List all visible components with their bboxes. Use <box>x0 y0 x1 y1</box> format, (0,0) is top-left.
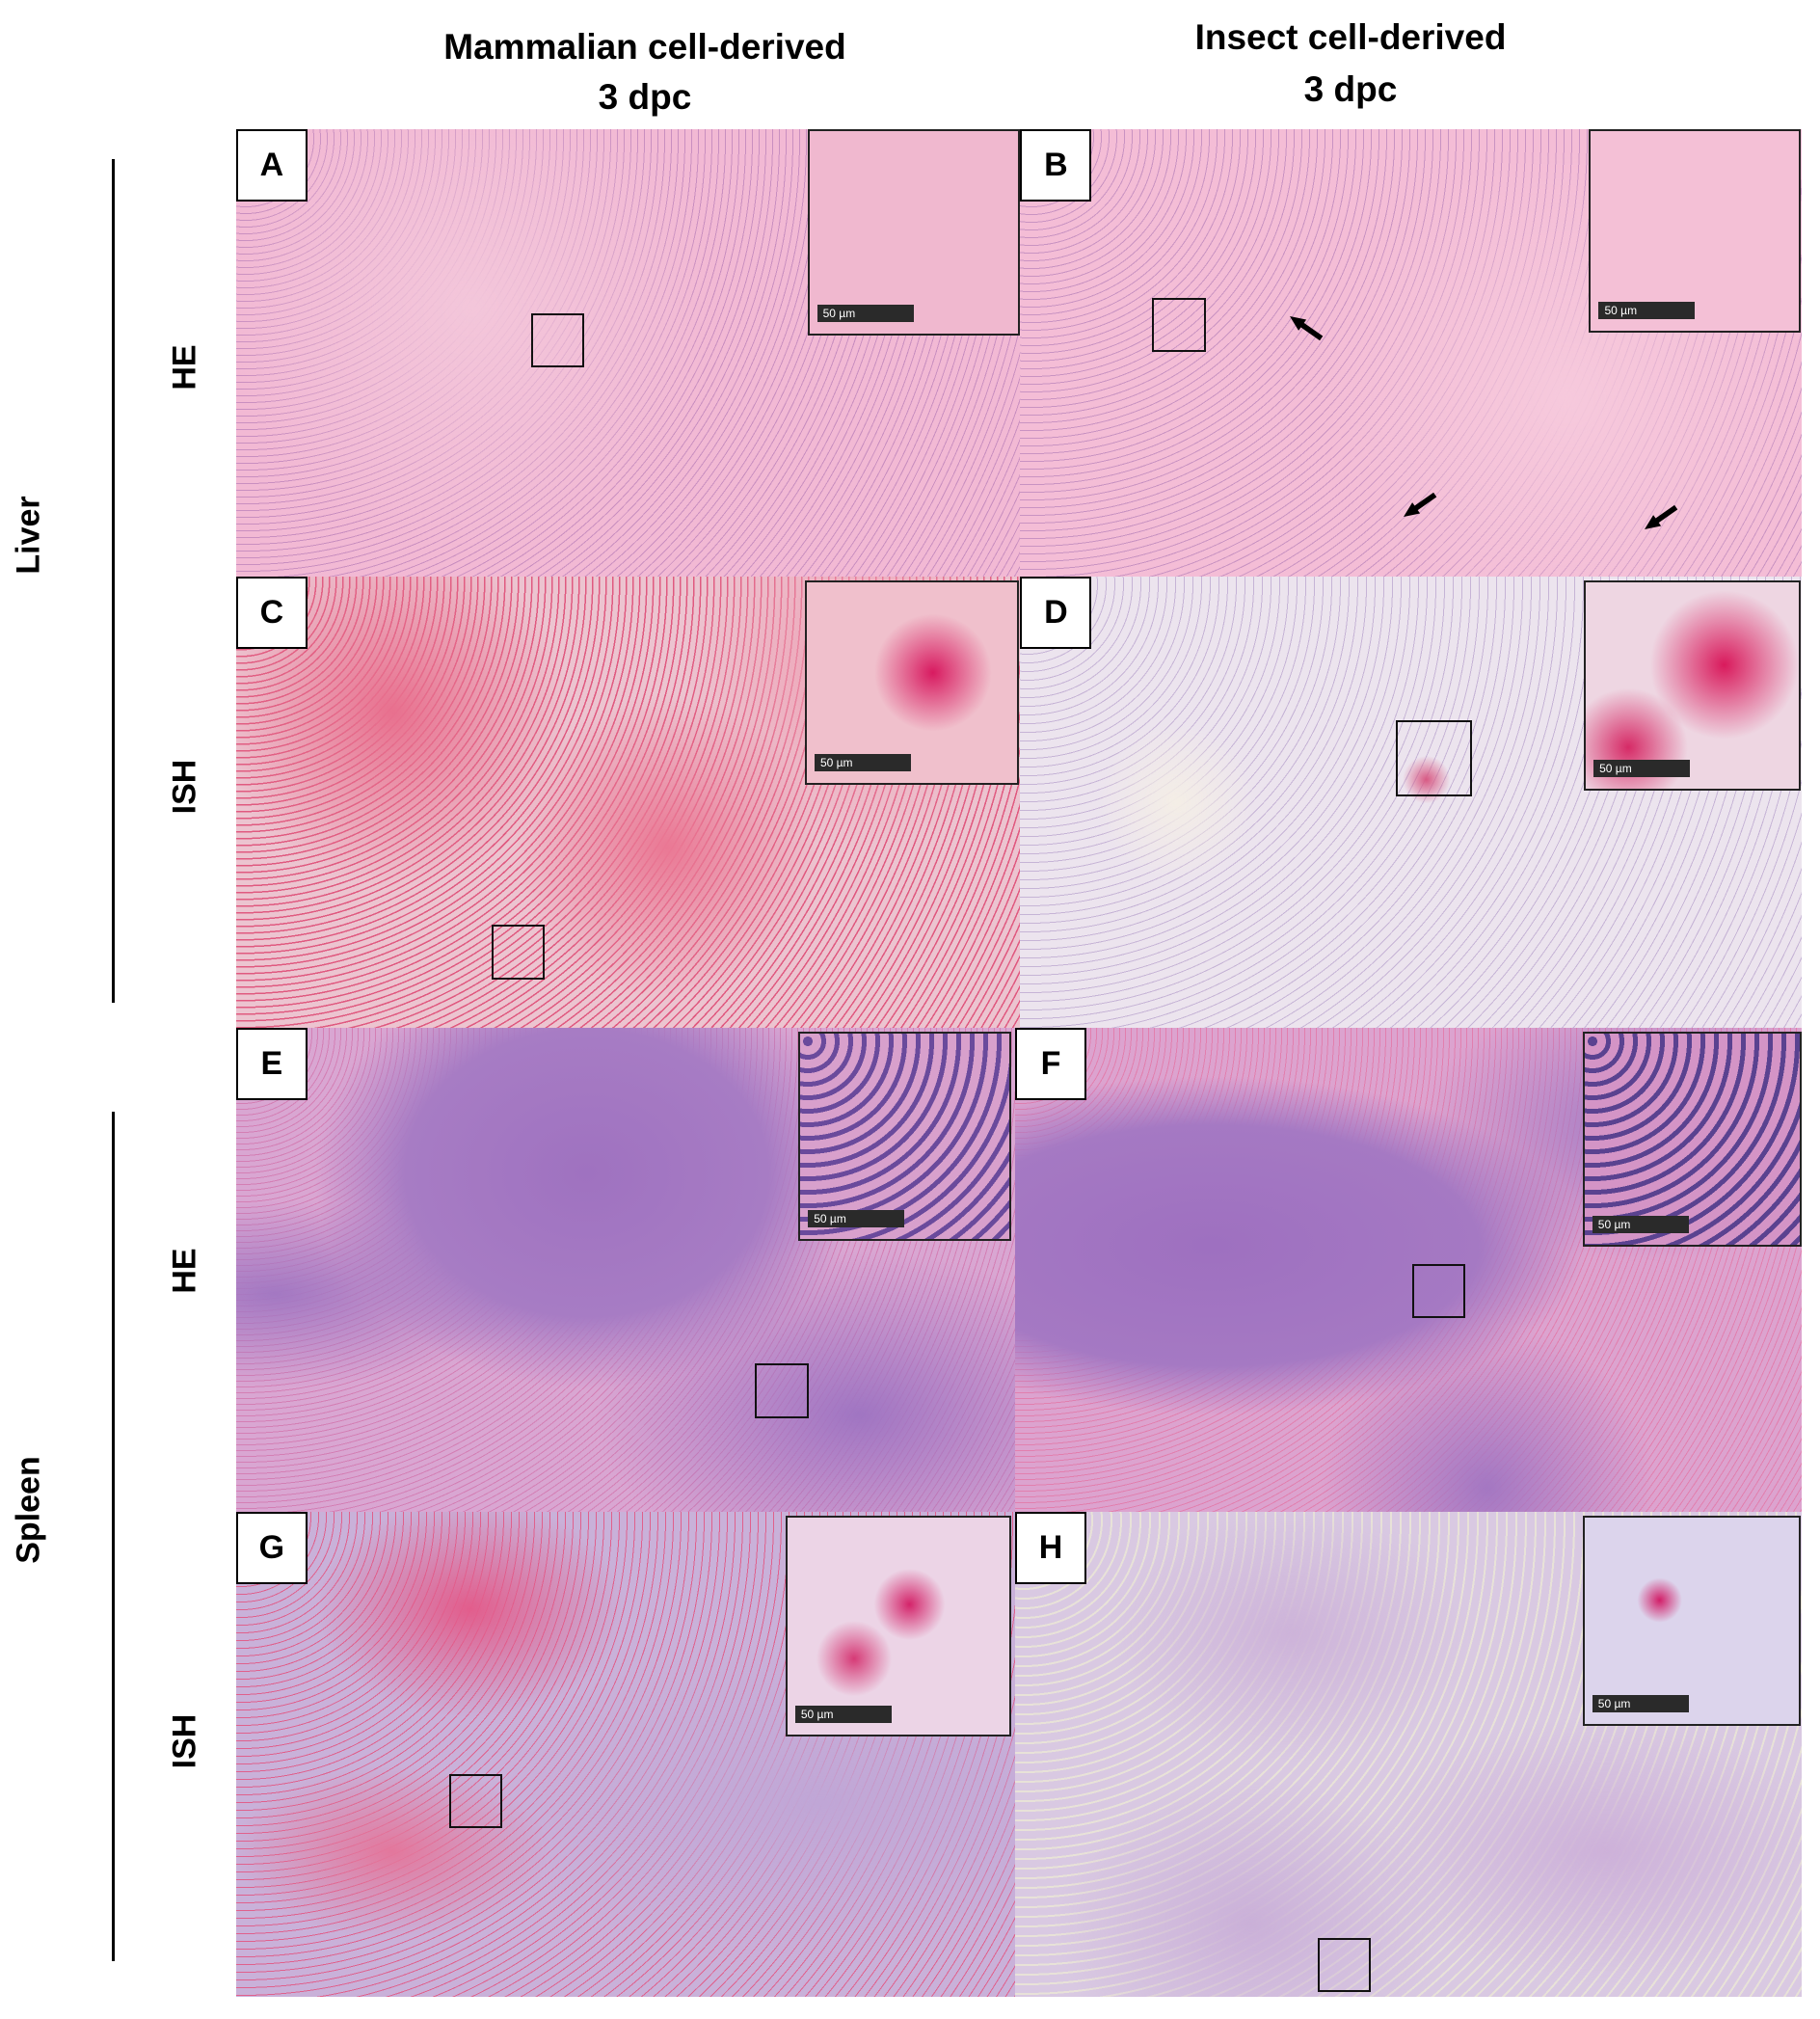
scale-bar: 50 µm <box>808 1210 905 1228</box>
column-subtitle: 3 dpc <box>1303 69 1398 109</box>
stain-label: ISH <box>166 1713 203 1769</box>
stain-label: HE <box>166 344 203 390</box>
scale-bar: 50 µm <box>1592 1215 1689 1233</box>
panel-letter: D <box>1020 577 1092 650</box>
scale-bar: 50 µm <box>816 304 914 322</box>
column-title: Mammalian cell-derived <box>443 27 846 67</box>
scale-bar: 50 µm <box>1598 302 1696 320</box>
scale-bar: 50 µm <box>794 1706 892 1724</box>
inset-magnification: 50 µm <box>1589 128 1801 334</box>
region-box <box>1395 719 1472 796</box>
column-title: Insect cell-derived <box>1194 17 1507 57</box>
organ-label: Liver <box>10 496 47 575</box>
spleen-bracket-line <box>112 1112 115 1961</box>
panel-letter: A <box>235 128 308 202</box>
micrograph-panel <box>1015 1512 1803 1998</box>
region-box <box>531 313 585 368</box>
scale-bar: 50 µm <box>1592 1695 1689 1713</box>
panel-letter: G <box>235 1512 308 1585</box>
inset-magnification: 50 µm <box>1584 580 1801 792</box>
panel-letter: C <box>235 577 308 650</box>
region-box <box>491 925 545 980</box>
micrograph-panel <box>235 577 1021 1029</box>
panel-letter: B <box>1020 128 1092 202</box>
region-box <box>1151 298 1207 353</box>
region-box <box>1412 1264 1466 1319</box>
inset-magnification: 50 µm <box>785 1516 1012 1737</box>
inset-magnification: 50 µm <box>1582 1516 1801 1727</box>
inset-magnification: 50 µm <box>1582 1032 1803 1247</box>
inset-magnification: 50 µm <box>804 580 1020 785</box>
inset-magnification: 50 µm <box>807 128 1021 336</box>
stain-label: ISH <box>166 759 203 815</box>
region-box <box>754 1363 809 1418</box>
scale-bar: 50 µm <box>1593 760 1691 778</box>
column-subtitle: 3 dpc <box>598 77 692 117</box>
organ-label: Spleen <box>10 1456 47 1564</box>
inset-magnification: 50 µm <box>798 1032 1012 1242</box>
stain-label: HE <box>166 1248 203 1294</box>
liver-bracket-line <box>112 159 115 1003</box>
scale-bar: 50 µm <box>814 753 911 771</box>
region-box <box>448 1773 502 1829</box>
panel-letter: H <box>1015 1512 1087 1585</box>
region-box <box>1318 1937 1372 1992</box>
panel-letter: E <box>235 1028 308 1101</box>
panel-letter: F <box>1015 1028 1087 1101</box>
